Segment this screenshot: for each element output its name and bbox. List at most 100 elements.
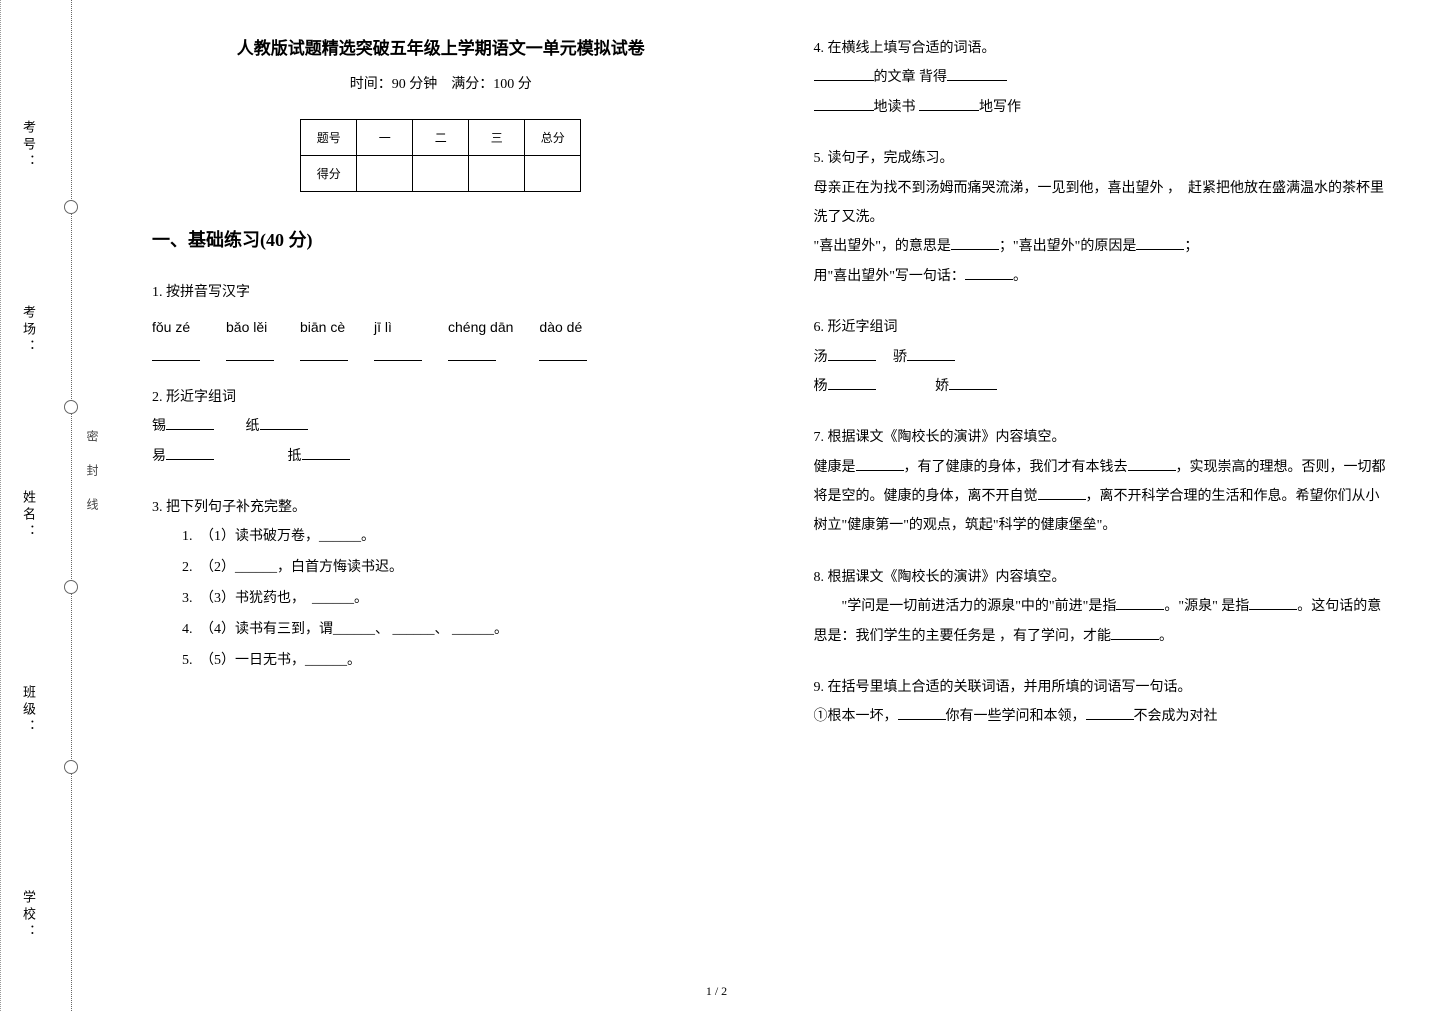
text: ，有了健康的身体，我们才有本钱去 [904, 460, 1128, 475]
binding-circle [64, 400, 78, 414]
pinyin-item: chéng dān [448, 313, 513, 360]
answer-blank[interactable] [919, 97, 979, 111]
exam-title: 人教版试题精选突破五年级上学期语文一单元模拟试卷 [152, 34, 730, 59]
pinyin-item: dào dé [539, 313, 587, 360]
answer-blank[interactable] [448, 347, 496, 361]
binding-label-class: 班级： [19, 685, 38, 736]
pinyin-text: fǒu zé [152, 313, 190, 342]
passage: 母亲正在为找不到汤姆而痛哭流涕，一见到他，喜出望外 ， 赶紧把他放在盛满温水的茶… [814, 174, 1392, 233]
pinyin-text: chéng dān [448, 313, 513, 342]
question-8: 8. 根据课文《陶校长的演讲》内容填空。 "学问是一切前进活力的源泉"中的"前进… [814, 563, 1392, 651]
fill-line: 用"喜出望外"写一句话： 。 [814, 262, 1392, 291]
binding-label-exam-number: 考号： [19, 120, 38, 171]
binding-circle [64, 580, 78, 594]
answer-blank[interactable] [856, 457, 904, 471]
answer-blank[interactable] [1249, 596, 1297, 610]
char: 汤 [814, 350, 828, 365]
question-label: 9. 在括号里填上合适的关联词语，并用所填的词语写一句话。 [814, 673, 1392, 702]
fill-line: ①根本一坏，你有一些学问和本领，不会成为对社 [814, 702, 1392, 731]
answer-blank[interactable] [1136, 236, 1184, 250]
char: 锡 [152, 419, 166, 434]
binding-circle [64, 200, 78, 214]
pinyin-item: jī lì [374, 313, 422, 360]
answer-blank[interactable] [260, 416, 308, 430]
answer-blank[interactable] [300, 347, 348, 361]
binding-circle [64, 760, 78, 774]
question-label: 4. 在横线上填写合适的词语。 [814, 34, 1392, 63]
score-cell[interactable] [469, 156, 525, 192]
sub-list: （1）读书破万卷，______。 （2）______，白首方悔读书迟。 （3）书… [152, 522, 730, 676]
question-1: 1. 按拼音写汉字 fǒu zé bǎo lěi biān cè jī lì c… [152, 278, 730, 361]
list-item: （4）读书有三到，谓______、 ______、 ______。 [196, 615, 730, 646]
answer-blank[interactable] [152, 347, 200, 361]
text: 用"喜出望外"写一句话： [814, 269, 965, 284]
question-label: 3. 把下列句子补充完整。 [152, 493, 730, 522]
text: 。 [1013, 269, 1027, 284]
answer-blank[interactable] [814, 97, 874, 111]
answer-blank[interactable] [828, 376, 876, 390]
answer-blank[interactable] [949, 376, 997, 390]
text: ；"喜出望外"的原因是 [999, 239, 1136, 254]
right-column: 4. 在横线上填写合适的词语。 的文章 背得 地读书 地写作 5. 读句子，完成… [772, 0, 1433, 1011]
pinyin-text: bǎo lěi [226, 313, 267, 342]
text: 你有一些学问和本领， [946, 709, 1086, 724]
score-header-cell: 题号 [301, 120, 357, 156]
question-4: 4. 在横线上填写合适的词语。 的文章 背得 地读书 地写作 [814, 34, 1392, 122]
pinyin-item: bǎo lěi [226, 313, 274, 360]
list-item: （5）一日无书，______。 [196, 646, 730, 677]
answer-blank[interactable] [1038, 486, 1086, 500]
answer-blank[interactable] [539, 347, 587, 361]
question-9: 9. 在括号里填上合适的关联词语，并用所填的词语写一句话。 ①根本一坏，你有一些… [814, 673, 1392, 732]
char: 抵 [288, 449, 302, 464]
list-item: （1）读书破万卷，______。 [196, 522, 730, 553]
answer-blank[interactable] [166, 416, 214, 430]
text: 地写作 [979, 100, 1021, 115]
fill-line: "喜出望外"，的意思是 ；"喜出望外"的原因是 ； [814, 232, 1392, 261]
answer-blank[interactable] [1111, 626, 1159, 640]
table-row: 题号 一 二 三 总分 [301, 120, 581, 156]
char: 杨 [814, 379, 828, 394]
binding-label-school: 学校： [19, 890, 38, 941]
answer-blank[interactable] [1086, 706, 1134, 720]
answer-blank[interactable] [302, 446, 350, 460]
text: "喜出望外"，的意思是 [814, 239, 951, 254]
answer-blank[interactable] [907, 347, 955, 361]
table-row: 得分 [301, 156, 581, 192]
page-number: 1 / 2 [706, 984, 727, 999]
score-header-cell: 三 [469, 120, 525, 156]
binding-area: 考号： 考场： 姓名： 班级： 学校： 密封线 [0, 0, 110, 1011]
question-label: 6. 形近字组词 [814, 313, 1392, 342]
pinyin-row: fǒu zé bǎo lěi biān cè jī lì chéng dān d… [152, 313, 730, 360]
section-heading: 一、基础练习(40 分) [152, 226, 730, 252]
question-7: 7. 根据课文《陶校长的演讲》内容填空。 健康是 ，有了健康的身体，我们才有本钱去… [814, 423, 1392, 541]
answer-blank[interactable] [828, 347, 876, 361]
answer-blank[interactable] [374, 347, 422, 361]
binding-label-exam-room: 考场： [19, 305, 38, 356]
score-cell[interactable] [525, 156, 581, 192]
answer-blank[interactable] [898, 706, 946, 720]
seal-line-label: 密封线 [84, 430, 101, 532]
score-cell[interactable] [413, 156, 469, 192]
list-item: （2）______，白首方悔读书迟。 [196, 553, 730, 584]
char: 娇 [935, 379, 949, 394]
answer-blank[interactable] [226, 347, 274, 361]
answer-blank[interactable] [1128, 457, 1176, 471]
text: 的文章 背得 [874, 70, 948, 85]
question-6: 6. 形近字组词 汤 骄 杨 娇 [814, 313, 1392, 401]
exam-subtitle: 时间：90 分钟 满分：100 分 [152, 73, 730, 93]
answer-blank[interactable] [965, 266, 1013, 280]
text: 不会成为对社 [1134, 709, 1218, 724]
answer-blank[interactable] [947, 67, 1007, 81]
question-label: 7. 根据课文《陶校长的演讲》内容填空。 [814, 423, 1392, 452]
text: 。"源泉" 是指 [1164, 599, 1249, 614]
text: 健康是 [814, 460, 856, 475]
score-cell[interactable] [357, 156, 413, 192]
answer-blank[interactable] [166, 446, 214, 460]
answer-blank[interactable] [1116, 596, 1164, 610]
text: ； [1184, 239, 1198, 254]
answer-blank[interactable] [951, 236, 999, 250]
list-item: （3）书犹药也， ______。 [196, 584, 730, 615]
score-header-cell: 一 [357, 120, 413, 156]
text: 地读书 [874, 100, 920, 115]
answer-blank[interactable] [814, 67, 874, 81]
